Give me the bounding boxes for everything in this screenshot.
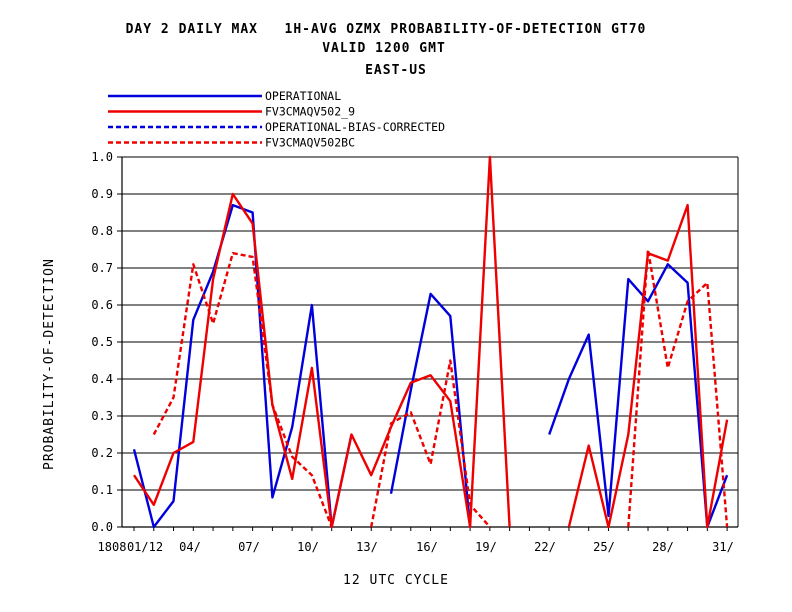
series-line [152,251,333,528]
x-tick-label: 16/ [416,540,438,554]
legend-label: FV3CMAQV502BC [265,136,355,150]
chart-subtitle-region: EAST-US [365,63,427,78]
x-tick-label: 22/ [534,540,556,554]
series-line [389,292,472,528]
x-tick-label: 19/ [475,540,497,554]
y-tick-label: 0.2 [91,446,113,460]
series-line [370,359,491,528]
y-tick-label: 0.8 [91,224,113,238]
grid-lines [122,156,738,528]
y-tick-label: 1.0 [91,150,113,164]
x-tick-label: 28/ [652,540,674,554]
y-tick-label: 0.3 [91,409,113,423]
x-tick-label: 31/ [712,540,734,554]
chart-title: DAY 2 DAILY MAX 1H-AVG OZMX PROBABILITY-… [125,22,647,37]
x-tick-label: 07/ [238,540,260,554]
legend-label: OPERATIONAL-BIAS-CORRECTED [265,120,445,134]
legend-label: FV3CMAQV502_9 [265,105,355,119]
y-tick-label: 0.9 [91,187,113,201]
series-line [627,248,729,528]
x-tick-label: 1808 [98,540,127,554]
y-tick-label: 0.5 [91,335,113,349]
x-tick-label: 13/ [356,540,378,554]
legend-label: OPERATIONAL [265,89,341,103]
series-lines [132,155,729,529]
y-tick-label: 0.6 [91,298,113,312]
x-tick-label: 25/ [593,540,615,554]
y-axis-label: PROBABILITY-OF-DETECTION [42,258,57,470]
series-line [132,203,353,529]
x-tick-label: 10/ [297,540,319,554]
series-line [548,263,729,529]
y-tick-label: 0.7 [91,261,113,275]
legend: OPERATIONAL FV3CMAQV502_9OPERATIONAL-BIAS… [108,89,445,150]
x-tick-label: 04/ [179,540,201,554]
series-line [133,155,511,529]
x-axis-label: 12 UTC CYCLE [343,573,449,588]
y-tick-label: 0.4 [91,372,113,386]
x-tick-label: 01/12 [127,540,163,554]
y-tick-label: 0.0 [91,520,113,534]
chart-subtitle-valid: VALID 1200 GMT [322,41,446,56]
y-tick-label: 0.1 [91,483,113,497]
axes: 0.0 0.1 0.2 0.3 0.4 0.5 0.6 0.7 0.8 0.9 1.0 1808 01/… [91,150,739,554]
